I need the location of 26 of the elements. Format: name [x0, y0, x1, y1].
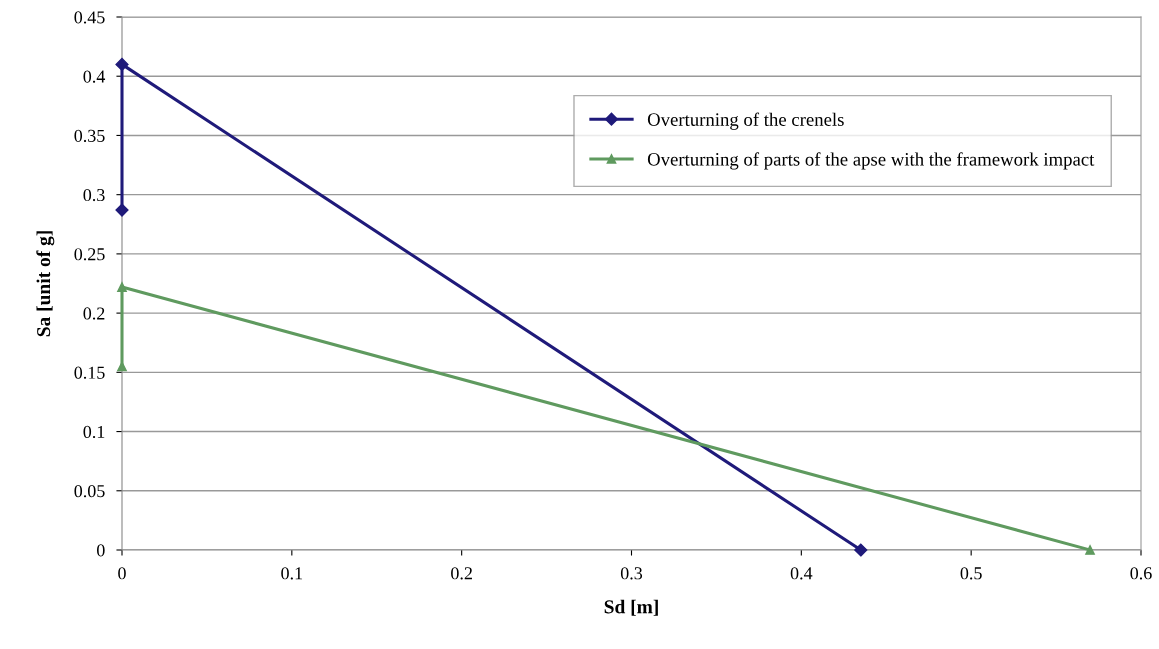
point — [115, 57, 129, 71]
y-tick-label: 0.4 — [83, 70, 106, 83]
x-tick-label: 0.5 — [960, 567, 982, 580]
y-tick-label: 0.1 — [83, 425, 105, 439]
x-tick-label: 0.1 — [281, 567, 303, 580]
point — [1085, 545, 1095, 555]
x-tick-label: 0.3 — [620, 567, 643, 580]
y-tick-label: 0.45 — [74, 11, 105, 24]
point — [115, 203, 129, 217]
x-tick-label: 0.2 — [451, 567, 472, 580]
legend-label: Overturning of the crenels — [647, 112, 844, 130]
x-axis-title: Sd [m] — [604, 599, 658, 616]
y-tick-label: 0.3 — [83, 188, 105, 202]
point — [854, 543, 868, 557]
y-tick-label: 0 — [96, 544, 105, 557]
y-tick-label: 0.05 — [74, 485, 105, 498]
y-axis-title: Sa [unit of g] — [36, 231, 55, 337]
point — [117, 282, 127, 292]
x-tick-label: 0.6 — [1130, 567, 1152, 580]
y-tick-label: 0.2 — [83, 307, 105, 320]
y-tick-label: 0.15 — [74, 366, 105, 379]
y-tick-label: 0.35 — [74, 129, 105, 142]
legend-label: Overturning of parts of the apse with the framework impact — [647, 152, 1095, 170]
y-tick-label: 0.25 — [74, 248, 105, 261]
x-tick-label: 0.4 — [790, 567, 813, 580]
x-tick-label: 0 — [118, 567, 126, 580]
